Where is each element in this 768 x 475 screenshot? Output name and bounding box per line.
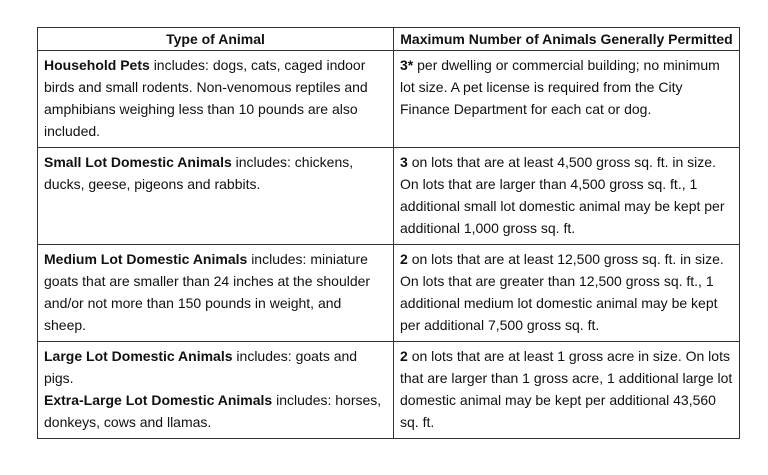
animal-name: Small Lot Domestic Animals [44, 154, 232, 170]
limit-cell: 3 on lots that are at least 4,500 gross … [393, 147, 740, 245]
limit-text: per dwelling or commercial building; no … [400, 57, 720, 117]
limit-cell: 3* per dwelling or commercial building; … [393, 50, 740, 148]
limit-text: on lots that are at least 12,500 gross s… [400, 251, 724, 333]
animal-description: includes: goats and pigs. [44, 348, 358, 386]
header-cell: Maximum Number of Animals Generally Perm… [393, 27, 740, 51]
animal-name: Extra-Large Lot Domestic Animals [44, 392, 273, 408]
animal-cell: Household Pets includes: dogs, cats, cag… [37, 50, 394, 148]
limit-count: 3 [400, 154, 408, 170]
animal-cell: Medium Lot Domestic Animals includes: mi… [37, 244, 394, 342]
header-cell: Type of Animal [37, 27, 394, 51]
animal-description: includes: dogs, cats, caged indoor birds… [44, 57, 368, 139]
table-row: Household Pets includes: dogs, cats, cag… [37, 50, 740, 148]
animal-name: Medium Lot Domestic Animals [44, 251, 248, 267]
limit-cell: 2 on lots that are at least 12,500 gross… [393, 244, 740, 342]
animal-table: Type of Animal Maximum Number of Animals… [37, 27, 740, 439]
animal-description: includes: miniature goats that are small… [44, 251, 371, 333]
limit-cell: 2 on lots that are at least 1 gross acre… [393, 341, 740, 439]
animal-name: Large Lot Domestic Animals [44, 348, 233, 364]
animal-entry: Small Lot Domestic Animals includes: chi… [44, 151, 387, 195]
animal-entry: Medium Lot Domestic Animals includes: mi… [44, 248, 387, 336]
animal-entry: Extra-Large Lot Domestic Animals include… [44, 389, 387, 433]
table-row: Medium Lot Domestic Animals includes: mi… [37, 244, 740, 342]
limit-count: 3* [400, 57, 414, 73]
table-row: Small Lot Domestic Animals includes: chi… [37, 147, 740, 245]
limit-text: on lots that are at least 4,500 gross sq… [400, 154, 725, 236]
animal-description: includes: horses, donkeys, cows and llam… [44, 392, 382, 430]
limit-text: on lots that are at least 1 gross acre i… [400, 348, 733, 430]
table-row: Large Lot Domestic Animals includes: goa… [37, 341, 740, 439]
header-row: Type of Animal Maximum Number of Animals… [37, 27, 740, 51]
limit-count: 2 [400, 251, 408, 267]
limit-count: 2 [400, 348, 408, 364]
animal-entry: Large Lot Domestic Animals includes: goa… [44, 345, 387, 389]
animal-description: includes: chickens, ducks, geese, pigeon… [44, 154, 354, 192]
animal-name: Household Pets [44, 57, 150, 73]
animal-entry: Household Pets includes: dogs, cats, cag… [44, 54, 387, 142]
table-body: Household Pets includes: dogs, cats, cag… [37, 50, 740, 439]
animal-cell: Large Lot Domestic Animals includes: goa… [37, 341, 394, 439]
animal-cell: Small Lot Domestic Animals includes: chi… [37, 147, 394, 245]
